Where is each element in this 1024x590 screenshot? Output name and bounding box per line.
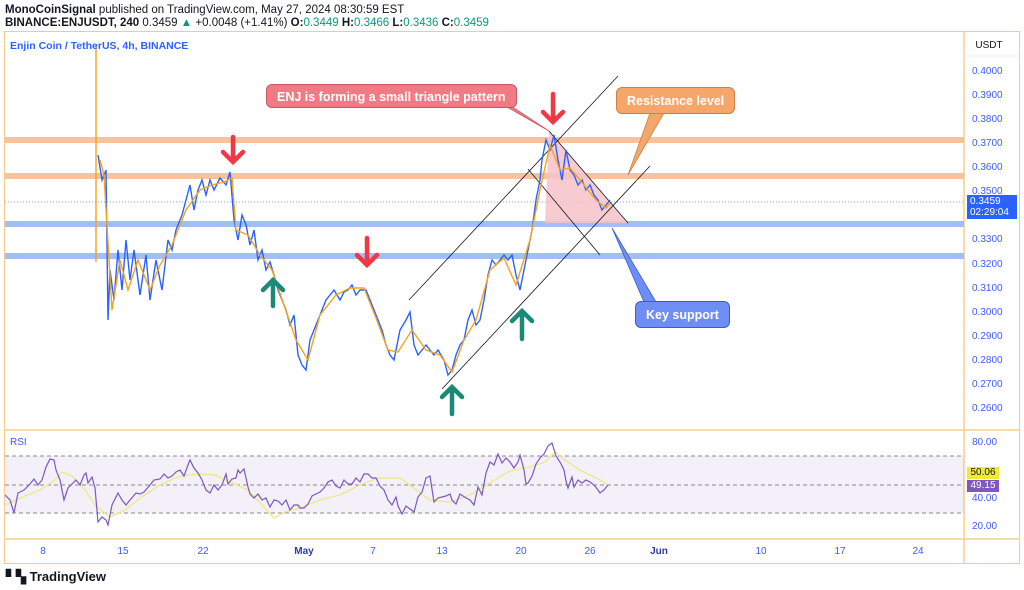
brand-name: TradingView xyxy=(29,569,106,584)
time-tick: May xyxy=(294,546,314,557)
current-price: 0.3459 xyxy=(970,196,1001,207)
time-tick: 17 xyxy=(834,546,846,557)
triangle-pattern-callout[interactable]: ENJ is forming a small triangle pattern xyxy=(266,84,517,108)
publish-info: MonoCoinSignal published on TradingView.… xyxy=(5,4,404,16)
time-tick: 8 xyxy=(40,546,46,557)
price-tick: 0.3000 xyxy=(972,307,1003,318)
time-tick: Jun xyxy=(650,546,668,557)
price-tick: 0.3800 xyxy=(972,114,1003,125)
price-tick: 0.3200 xyxy=(972,259,1003,270)
high-value: 0.3466 xyxy=(353,17,390,29)
published-text: published on TradingView.com, May 27, 20… xyxy=(98,4,405,16)
price-tick: 0.2700 xyxy=(972,379,1003,390)
rsi-tick: 20.00 xyxy=(972,521,998,532)
symbol-title[interactable]: Enjin Coin / TetherUS, 4h, BINANCE xyxy=(10,40,189,52)
up-arrow-icons xyxy=(260,276,535,417)
current-price-tag: 0.3459 02:29:04 xyxy=(967,195,1017,219)
price-tick: 0.4000 xyxy=(972,66,1003,77)
time-tick: 15 xyxy=(117,546,129,557)
time-tick: 20 xyxy=(515,546,527,557)
currency-button[interactable]: USDT xyxy=(975,40,1003,51)
tradingview-logo-icon: ▘▚ xyxy=(6,569,26,584)
high-label: H: xyxy=(341,17,354,29)
rsi-value-tag: 49.15 xyxy=(967,480,999,492)
chart-frame xyxy=(4,31,1020,564)
time-tick: 13 xyxy=(436,546,448,557)
price-tick: 0.3300 xyxy=(972,234,1003,245)
author-name[interactable]: MonoCoinSignal xyxy=(5,4,96,16)
rsi-ma-line xyxy=(4,451,609,519)
support-levels xyxy=(5,221,964,259)
rsi-line xyxy=(4,442,609,528)
rsi-ma-value-tag: 50.06 xyxy=(967,467,999,479)
resistance-levels xyxy=(5,137,964,179)
time-tick: 10 xyxy=(755,546,767,557)
price-tick: 0.3100 xyxy=(972,283,1003,294)
down-arrow-icons xyxy=(220,91,566,269)
price-tick: 0.2900 xyxy=(972,331,1003,342)
tradingview-logo: ▘▚ TradingView xyxy=(6,569,106,585)
triangle-up-icon: ▲ xyxy=(180,17,193,29)
ohlc-line: BINANCE:ENJUSDT, 240 0.3459 ▲ +0.0048 (+… xyxy=(5,17,489,29)
last-price: 0.3459 xyxy=(142,17,178,29)
price-change: +0.0048 (+1.41%) xyxy=(195,17,288,29)
price-tick: 0.3700 xyxy=(972,138,1003,149)
time-tick: 26 xyxy=(584,546,596,557)
open-label: O: xyxy=(290,17,304,29)
symbol-interval: BINANCE:ENJUSDT, 240 xyxy=(5,17,140,29)
price-tick: 0.3600 xyxy=(972,162,1003,173)
rsi-tick: 80.00 xyxy=(972,437,998,448)
close-value: 0.3459 xyxy=(453,17,489,29)
low-label: L: xyxy=(392,17,404,29)
rsi-label[interactable]: RSI xyxy=(10,437,27,448)
close-label: C: xyxy=(441,17,454,29)
price-tick: 0.3500 xyxy=(972,186,1003,197)
time-tick: 24 xyxy=(912,546,924,557)
rsi-tick: 40.00 xyxy=(972,493,998,504)
key-support-callout[interactable]: Key support xyxy=(635,301,730,328)
time-tick: 7 xyxy=(370,546,376,557)
time-tick: 22 xyxy=(197,546,209,557)
bar-countdown: 02:29:04 xyxy=(970,207,1009,218)
resistance-callout[interactable]: Resistance level xyxy=(616,87,736,114)
open-value: 0.3449 xyxy=(303,17,339,29)
price-tick: 0.3900 xyxy=(972,90,1003,101)
price-tick: 0.2600 xyxy=(972,403,1003,414)
price-tick: 0.2800 xyxy=(972,355,1003,366)
low-value: 0.3436 xyxy=(403,17,439,29)
